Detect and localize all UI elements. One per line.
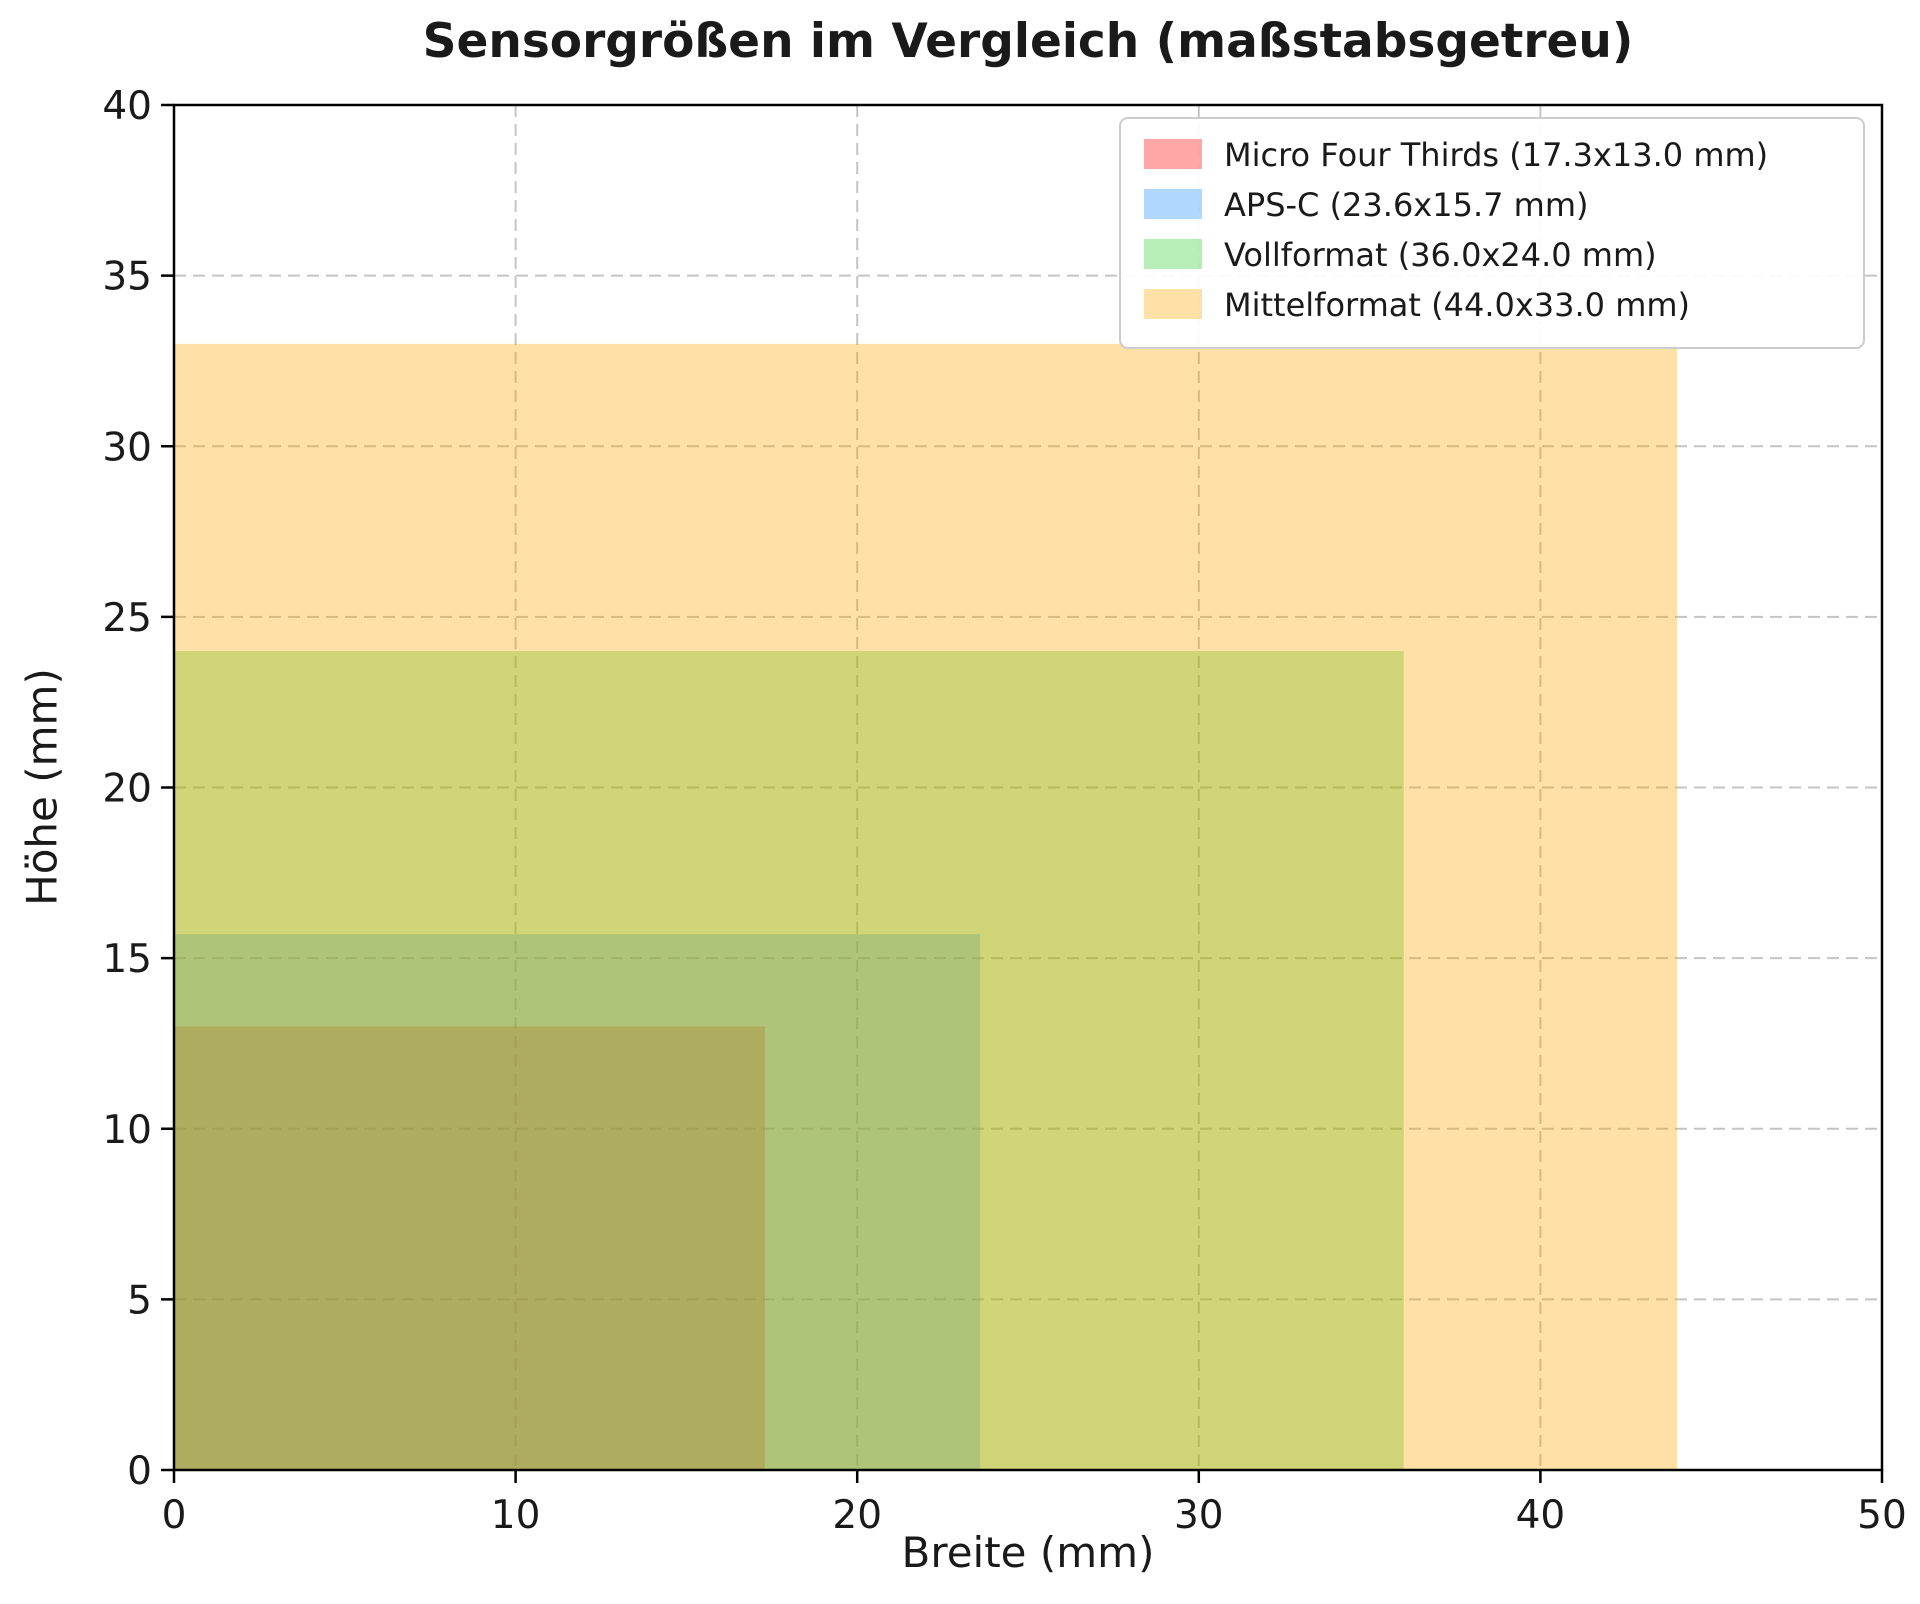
sensor-rect-1 (174, 934, 981, 1470)
sensor-rect-2 (174, 651, 1404, 1470)
x-tick-label: 0 (162, 1493, 187, 1538)
legend-swatch-0 (1144, 139, 1202, 169)
y-tick-label: 30 (102, 425, 152, 470)
y-tick-label: 40 (102, 84, 152, 129)
x-tick-label: 20 (832, 1493, 882, 1538)
legend-swatch-1 (1144, 189, 1202, 219)
x-tick-label: 10 (491, 1493, 541, 1538)
y-tick-label: 15 (102, 937, 152, 982)
legend-label-0: Micro Four Thirds (17.3x13.0 mm) (1224, 136, 1768, 174)
sensor-rect-0 (174, 1026, 765, 1470)
x-tick-label: 30 (1174, 1493, 1224, 1538)
y-tick-label: 35 (102, 255, 152, 300)
legend-label-1: APS-C (23.6x15.7 mm) (1224, 186, 1588, 224)
legend-swatch-2 (1144, 239, 1202, 269)
x-tick-label: 40 (1516, 1493, 1566, 1538)
legend-swatch-3 (1144, 289, 1202, 319)
y-axis-label: Höhe (mm) (17, 668, 67, 906)
y-tick-label: 5 (127, 1278, 152, 1323)
legend-box (1119, 117, 1865, 349)
x-axis-label: Breite (mm) (901, 1528, 1155, 1577)
legend-label-2: Vollformat (36.0x24.0 mm) (1224, 236, 1657, 274)
y-tick-label: 0 (127, 1449, 152, 1494)
chart-title: Sensorgrößen im Vergleich (maßstabsgetre… (422, 14, 1634, 69)
x-tick-label: 50 (1857, 1493, 1907, 1538)
legend-label-3: Mittelformat (44.0x33.0 mm) (1224, 286, 1690, 324)
sensor-rect-3 (174, 343, 1678, 1470)
y-tick-label: 20 (102, 767, 152, 812)
y-tick-label: 10 (102, 1108, 152, 1153)
y-tick-label: 25 (102, 596, 152, 641)
